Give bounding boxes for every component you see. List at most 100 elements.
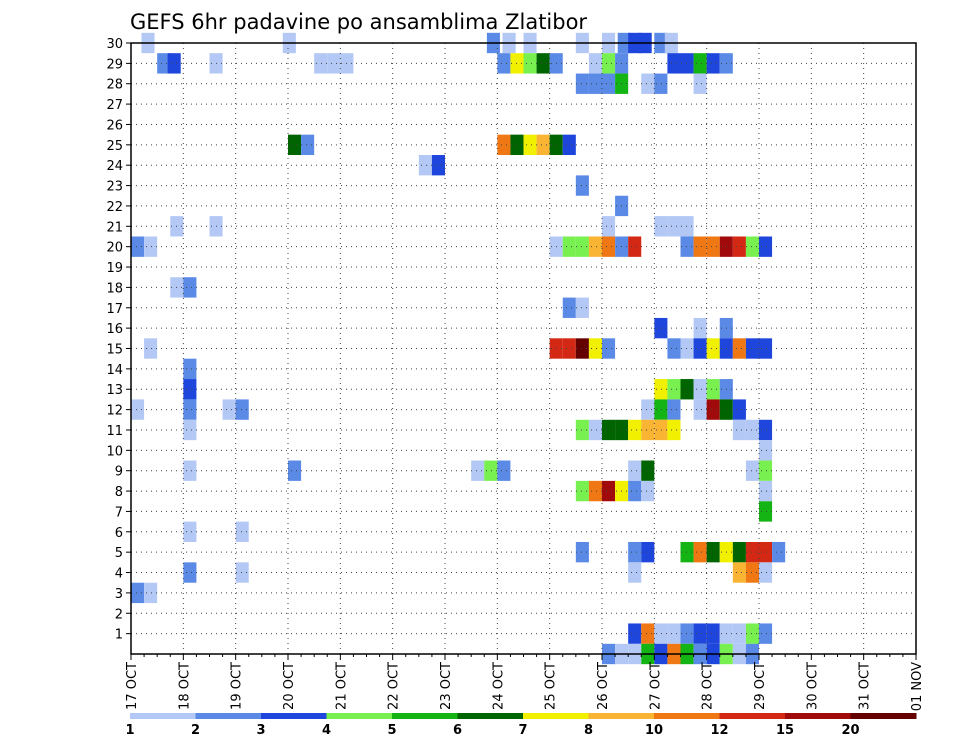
colorbar-label: 20 [841, 723, 859, 738]
y-tick-label: 27 [106, 98, 123, 113]
precip-cell [693, 317, 707, 339]
precip-cell [693, 236, 707, 257]
y-tick-label: 11 [106, 424, 123, 439]
precip-cell [602, 338, 616, 359]
x-tick-label: 24 OCT [491, 662, 506, 710]
precip-cell [641, 399, 655, 420]
y-tick-label: 30 [106, 37, 123, 52]
precip-cell [602, 236, 616, 257]
precip-cell [732, 623, 746, 644]
colorbar-label: 1 [125, 723, 134, 738]
precip-cell [575, 73, 589, 94]
precip-cell [759, 236, 773, 257]
precip-cell [745, 419, 759, 441]
precip-cell [759, 338, 773, 359]
precip-cell [654, 73, 668, 94]
precip-cell [628, 460, 642, 481]
y-tick-label: 10 [106, 444, 123, 459]
precip-cell [235, 399, 249, 420]
y-tick-label: 2 [115, 607, 123, 622]
grid-lines [131, 42, 916, 654]
precip-cell [732, 399, 746, 420]
precip-cell [759, 562, 773, 583]
precip-cell [654, 216, 668, 237]
precip-cell [431, 155, 445, 176]
precip-cell [759, 501, 773, 522]
precip-cell [144, 338, 158, 359]
precip-cell [418, 155, 432, 176]
x-tick-label: 29 OCT [753, 662, 768, 710]
y-tick-label: 4 [115, 567, 123, 582]
precip-cell [562, 236, 576, 257]
precip-cell [693, 53, 707, 74]
precip-cell [759, 541, 773, 563]
precip-cell [183, 521, 197, 542]
precip-cell [497, 53, 511, 74]
y-tick-label: 15 [106, 343, 123, 358]
precip-cell [602, 73, 616, 94]
precip-cell [183, 277, 197, 298]
precip-cell [732, 562, 746, 583]
y-tick-label: 26 [106, 118, 123, 133]
precip-cell [497, 134, 511, 156]
precip-cell [759, 440, 773, 461]
precip-cell [641, 460, 655, 481]
precip-cell [667, 623, 681, 644]
x-tick-label: 26 OCT [596, 662, 611, 710]
precip-cell [706, 623, 720, 644]
colorbar-segment [850, 713, 917, 719]
precip-cell [131, 582, 145, 604]
precip-cell [327, 53, 341, 74]
y-tick-label: 13 [106, 383, 123, 398]
precip-cell [628, 480, 642, 502]
colorbar-segment [392, 713, 458, 719]
precip-cell [167, 53, 181, 74]
precip-cell [288, 134, 302, 156]
precip-cell [706, 541, 720, 563]
precip-cell [680, 541, 694, 563]
x-tick-label: 27 OCT [648, 662, 663, 710]
precip-cell [602, 419, 616, 441]
precip-cell [575, 338, 589, 359]
colorbar-label: 6 [453, 723, 462, 738]
precip-cell [235, 521, 249, 542]
x-tick-label: 30 OCT [805, 662, 820, 710]
x-tick-label: 18 OCT [177, 662, 192, 710]
precip-cell [706, 399, 720, 420]
precip-cell [183, 460, 197, 481]
x-tick-label: 25 OCT [544, 662, 559, 710]
x-tick-label: 17 OCT [125, 662, 140, 710]
precip-cell [144, 236, 158, 257]
precip-cell [667, 338, 681, 359]
precip-cell [471, 460, 485, 481]
x-tick-label: 22 OCT [387, 662, 402, 710]
colorbar-segment [457, 713, 524, 719]
precip-cell [562, 297, 576, 318]
colorbar-label: 7 [518, 723, 527, 738]
precip-cell [745, 623, 759, 644]
colorbar-segment [261, 713, 327, 719]
chart-title: GEFS 6hr padavine po ansamblima Zlatibor [130, 10, 587, 34]
precip-cell [654, 379, 668, 400]
precip-cell [523, 134, 537, 156]
y-tick-label: 23 [106, 180, 123, 195]
colorbar-label: 3 [256, 723, 265, 738]
precip-cell [157, 53, 171, 74]
precip-cell [628, 623, 642, 644]
y-tick-label: 7 [115, 505, 123, 520]
x-axis: 17 OCT 18 OCT 19 OCT 20 OCT 21 OCT 22 OCT 23 O… [125, 654, 925, 711]
precip-cell [654, 419, 668, 441]
precip-cell [575, 419, 589, 441]
colorbar-segment [523, 713, 589, 719]
colorbar-segment [326, 713, 393, 719]
y-tick-label: 6 [115, 526, 123, 541]
precip-cell [706, 53, 720, 74]
y-tick-label: 3 [115, 587, 123, 602]
precip-cell [641, 541, 655, 563]
x-tick-label: 28 OCT [701, 662, 716, 710]
precip-cell [667, 419, 681, 441]
colorbar-segment [719, 713, 786, 719]
precip-cell [588, 419, 602, 441]
precip-cell [693, 399, 707, 420]
